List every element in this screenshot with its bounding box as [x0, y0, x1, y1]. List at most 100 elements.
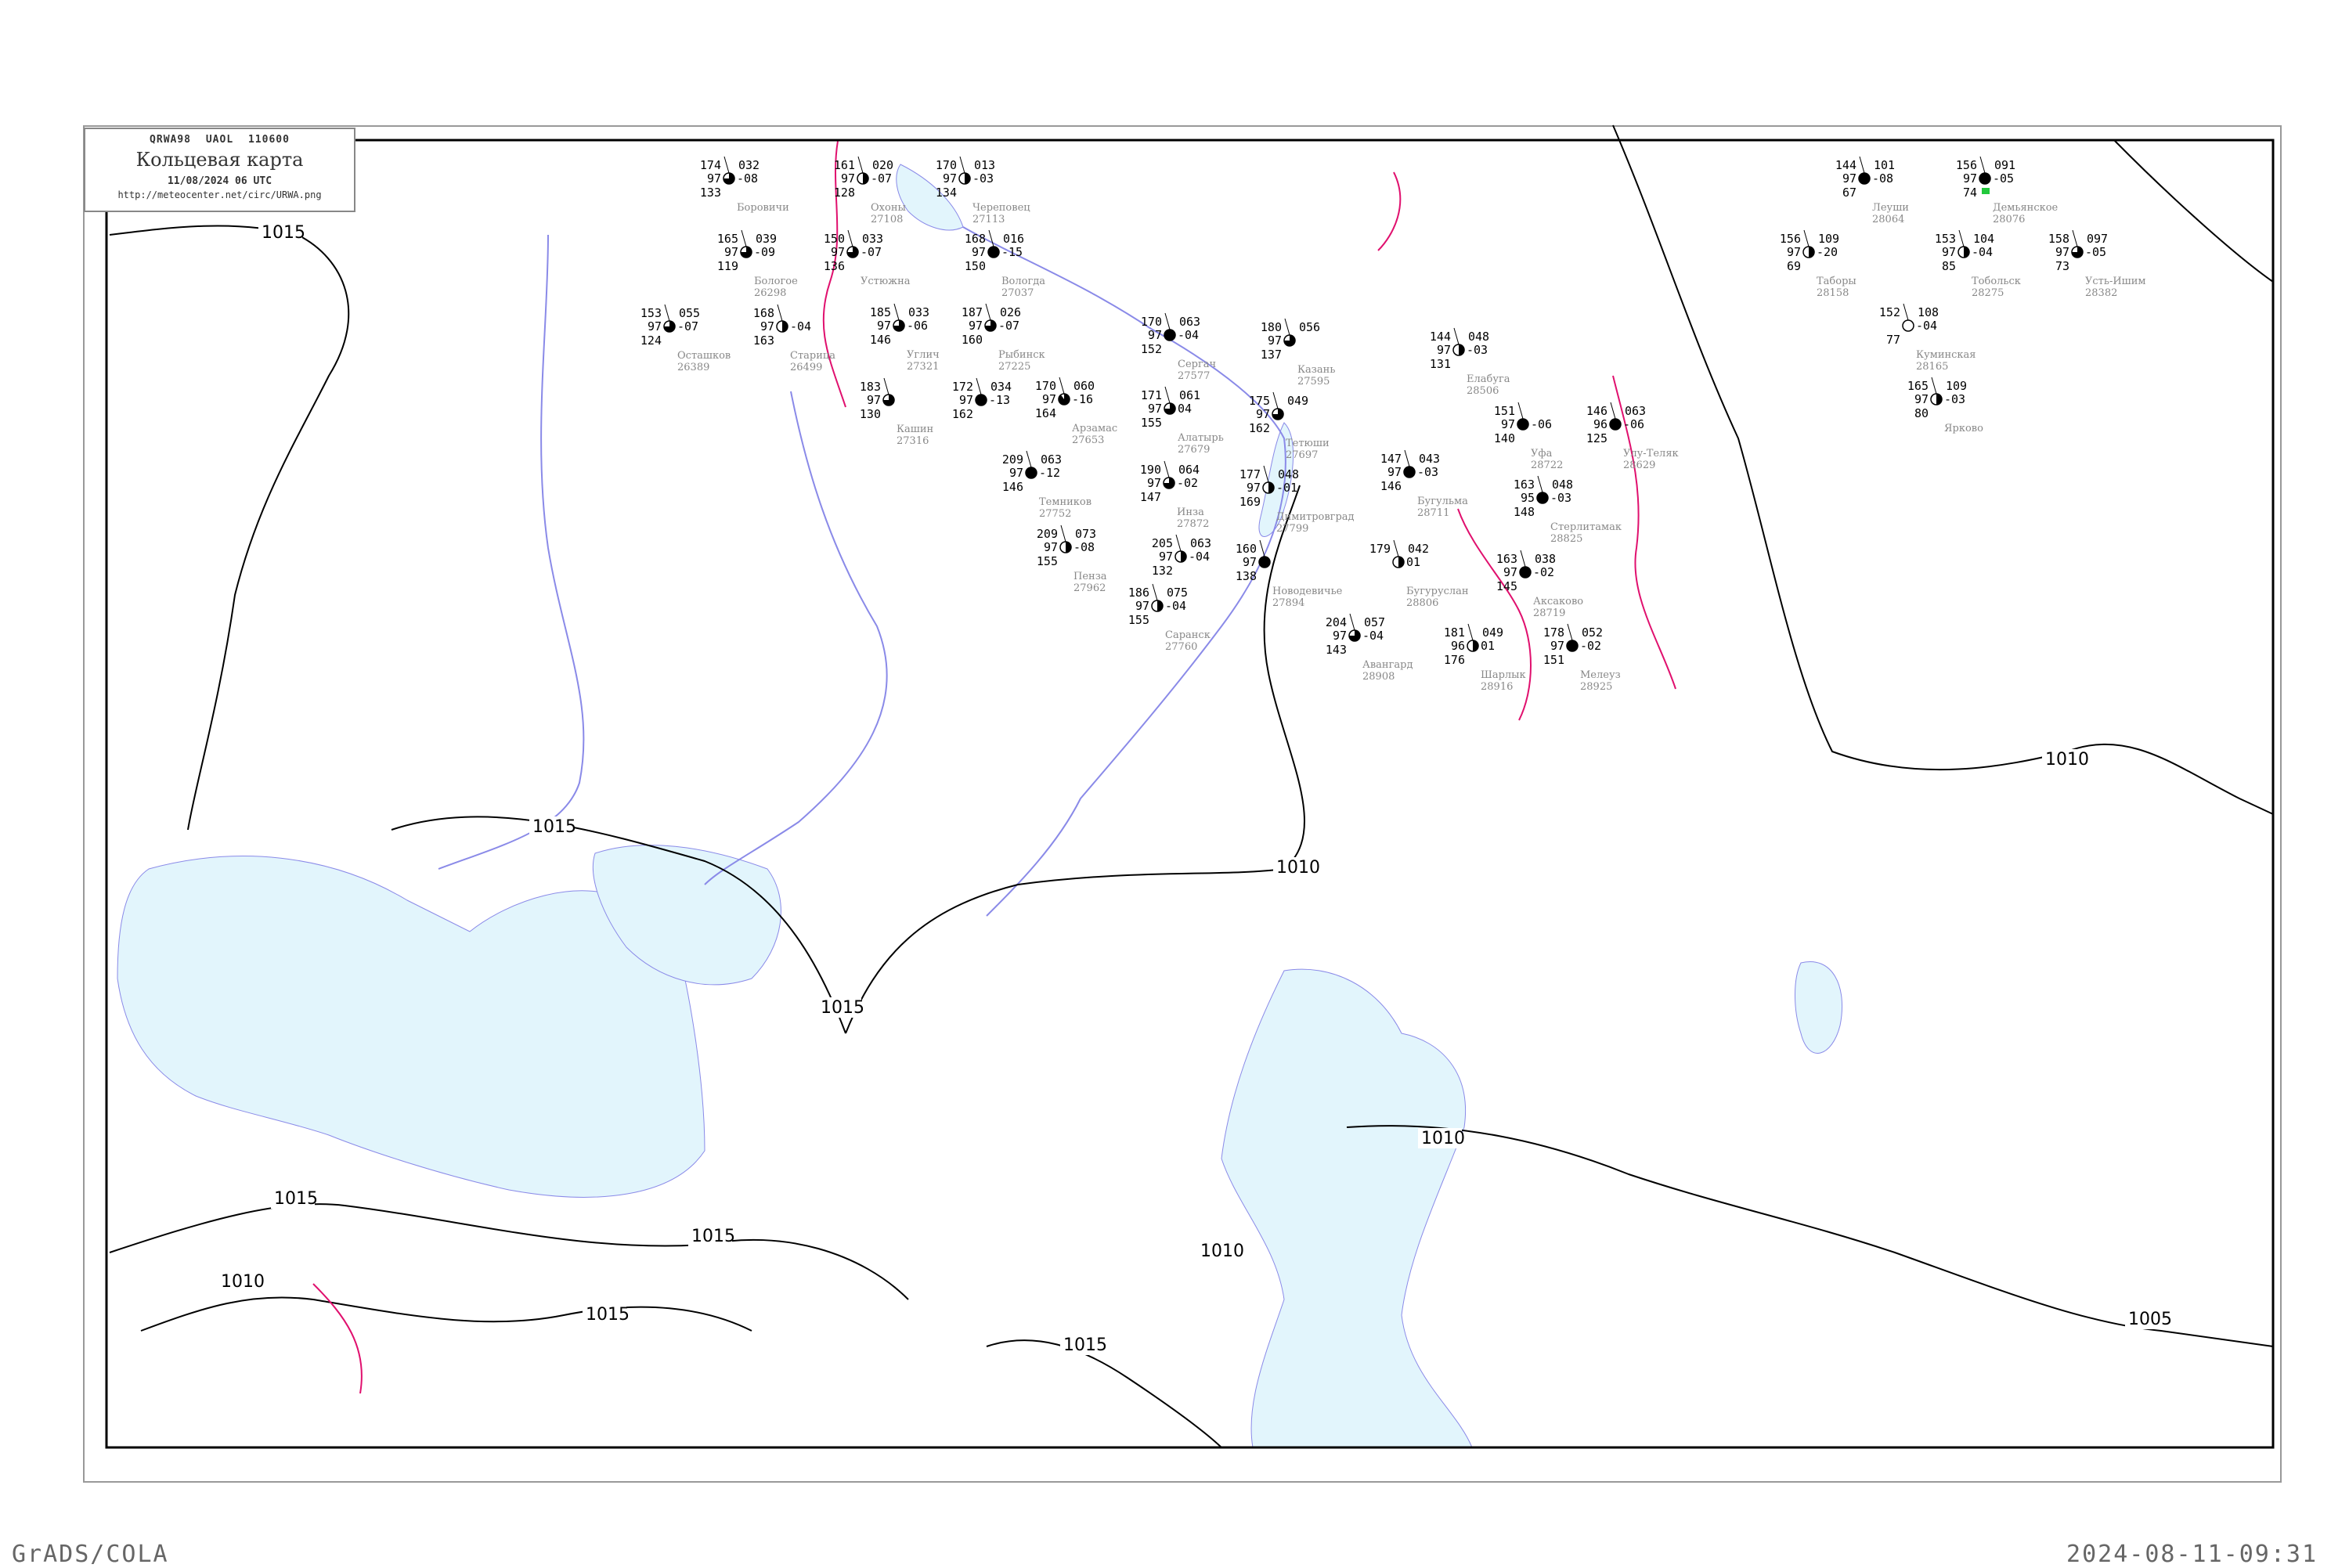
station-id: 26499	[790, 362, 822, 373]
station-id: 28275	[1972, 287, 2004, 299]
station-tendency: -09	[754, 245, 775, 259]
station-name: Новодевичье	[1272, 586, 1343, 597]
station-pressure: 104	[1973, 232, 1994, 246]
station-tendency: -20	[1817, 245, 1838, 259]
station-dewpoint: 147	[1140, 490, 1161, 504]
station-value-left: 97	[1437, 343, 1451, 357]
station-dewpoint: 134	[936, 186, 957, 200]
station-temperature: 171	[1141, 388, 1162, 402]
station-name: Елабуга	[1467, 373, 1510, 385]
cloud-cover-fill	[1272, 409, 1283, 420]
aral-sea	[1795, 961, 1843, 1054]
station-value-left: 97	[867, 393, 881, 407]
isobar-label: 1015	[274, 1189, 318, 1209]
station-name: Авангард	[1362, 659, 1413, 671]
isobar-label-bg	[258, 222, 302, 243]
station-temperature: 170	[936, 158, 957, 172]
station-dewpoint: 155	[1128, 613, 1149, 627]
station-value-left: 97	[1387, 465, 1402, 479]
station-tendency: -03	[972, 171, 994, 186]
station-value-left: 97	[1148, 328, 1162, 342]
isobar-label-bg	[2125, 1309, 2169, 1329]
wind-barb-icon	[1026, 450, 1032, 468]
water-bodies	[117, 164, 1843, 1448]
cloud-cover-fill	[1567, 640, 1578, 651]
cloud-cover-fill	[1164, 403, 1175, 414]
station-pressure: 033	[908, 305, 929, 319]
station-value-left: 97	[969, 319, 983, 333]
wind-barb-icon	[2072, 229, 2078, 247]
station-pressure: 034	[990, 380, 1012, 394]
station-pressure: 063	[1041, 452, 1062, 467]
isobar	[1612, 124, 2274, 815]
map-frame	[105, 139, 2275, 1449]
station-temperature: 160	[1236, 542, 1257, 556]
precipitation-marker	[1982, 188, 1990, 194]
station-id: 28722	[1531, 460, 1563, 471]
isobar-labels: 1015 1015 1015 1010 1010 1010 1015 1015 1010 1010…	[218, 222, 2172, 1355]
station-dewpoint: 146	[1380, 479, 1402, 493]
station-pressure: 048	[1468, 330, 1489, 344]
wind-barb-icon	[1404, 449, 1410, 467]
station-temperature: 172	[952, 380, 973, 394]
cloud-cover-fill	[1284, 335, 1295, 346]
station-name: Аксаково	[1533, 596, 1583, 607]
station-id: 27872	[1177, 518, 1209, 530]
cloud-cover-fill	[1459, 344, 1464, 355]
station-value-left: 97	[2055, 245, 2069, 259]
wind-barb-icon	[988, 229, 994, 247]
station-name: Саранск	[1165, 629, 1211, 641]
station-name: Усть-Ишим	[2085, 276, 2146, 287]
station-temperature: 185	[870, 305, 891, 319]
station-dewpoint: 146	[870, 333, 891, 347]
station-tendency: -13	[989, 393, 1010, 407]
wind-barb-icon	[857, 156, 864, 174]
station-value-left: 97	[648, 319, 662, 333]
station-id: 28825	[1550, 533, 1582, 545]
station-id: 27752	[1039, 508, 1071, 520]
station-pressure: 108	[1918, 305, 1939, 319]
station-temperature: 190	[1140, 463, 1161, 477]
station-name: Устюжна	[861, 276, 911, 287]
station-dewpoint: 162	[1249, 421, 1270, 435]
cloud-cover-fill	[1066, 542, 1071, 553]
station-dewpoint: 145	[1496, 579, 1517, 593]
station-tendency: -07	[677, 319, 698, 333]
station-dewpoint: 162	[952, 407, 973, 421]
wind-barb-icon	[883, 377, 889, 395]
cloud-cover-fill	[1537, 492, 1548, 503]
station-value-left: 97	[1787, 245, 1801, 259]
cloud-cover-fill	[1259, 557, 1270, 568]
station-value-left: 97	[1842, 171, 1856, 186]
station-id: 28719	[1533, 607, 1565, 619]
isobar-label-bg	[1273, 857, 1317, 878]
cloud-cover-fill	[1181, 551, 1186, 562]
cloud-cover-fill	[1473, 640, 1478, 651]
station-tendency: -08	[1073, 540, 1095, 554]
cloud-cover-icon	[1902, 319, 1914, 332]
station-tendency: -04	[1916, 319, 1937, 333]
station-tendency: -04	[1165, 599, 1186, 613]
station-pressure: 075	[1167, 586, 1188, 600]
station-pressure: 063	[1190, 536, 1211, 550]
station-value-left: 97	[831, 245, 845, 259]
map-header: QRWA98 UAOL 110600 Кольцевая карта 11/08…	[84, 128, 355, 212]
station-id: 28506	[1467, 385, 1499, 397]
river-volga	[962, 226, 1286, 917]
station-tendency: -06	[1623, 417, 1644, 431]
station-value-left: 97	[1243, 555, 1257, 569]
isobar	[845, 485, 1305, 1034]
wind-barb-icon	[1520, 550, 1526, 568]
station-pressure: 039	[756, 232, 777, 246]
station-value-left: 97	[1503, 565, 1517, 579]
cloud-cover-fill	[1964, 247, 1969, 258]
station-tendency: 04	[1178, 402, 1192, 416]
